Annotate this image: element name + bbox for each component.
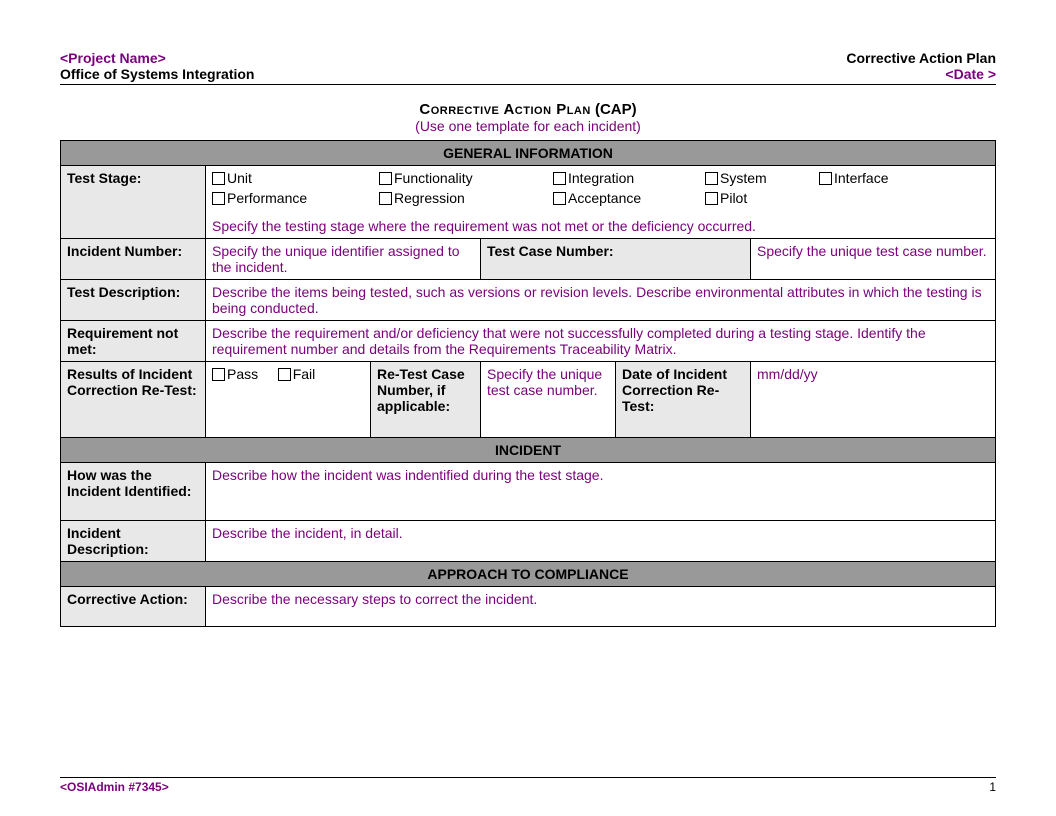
footer: <OSIAdmin #7345> 1 (60, 777, 996, 794)
page-number: 1 (989, 780, 996, 794)
title-suffix: (CAP) (591, 101, 637, 118)
guidance-incident-number: Specify the unique identifier assigned t… (206, 239, 481, 280)
cap-form-table: GENERAL INFORMATION Test Stage: Unit Fun… (60, 140, 996, 627)
pass-fail-cell: Pass Fail (206, 362, 371, 438)
guidance-retest-case-number: Specify the unique test case number. (481, 362, 616, 438)
label-requirement-not-met: Requirement not met: (61, 321, 206, 362)
guidance-corrective-action: Describe the necessary steps to correct … (206, 587, 996, 627)
opt-interface: Interface (834, 170, 888, 186)
footer-rule (60, 777, 996, 778)
guidance-requirement-not-met: Describe the requirement and/or deficien… (206, 321, 996, 362)
checkbox-integration[interactable] (553, 172, 566, 185)
opt-functionality: Functionality (394, 170, 473, 186)
guidance-test-stage: Specify the testing stage where the requ… (206, 214, 996, 239)
checkbox-functionality[interactable] (379, 172, 392, 185)
checkbox-unit[interactable] (212, 172, 225, 185)
plan-label: Corrective Action Plan (846, 50, 996, 66)
label-test-stage: Test Stage: (61, 166, 206, 239)
label-results-retest: Results of Incident Correction Re-Test: (61, 362, 206, 438)
date-placeholder: <Date > (846, 66, 996, 82)
footer-admin: <OSIAdmin #7345> (60, 780, 169, 794)
opt-pass: Pass (227, 366, 258, 382)
header-rule (60, 84, 996, 85)
label-test-description: Test Description: (61, 280, 206, 321)
opt-acceptance: Acceptance (568, 190, 641, 206)
main-title: Corrective Action Plan (CAP) (60, 101, 996, 118)
checkbox-fail[interactable] (278, 368, 291, 381)
section-approach: APPROACH TO COMPLIANCE (61, 562, 996, 587)
checkbox-pilot[interactable] (705, 192, 718, 205)
opt-unit: Unit (227, 170, 252, 186)
section-general-info: GENERAL INFORMATION (61, 141, 996, 166)
guidance-test-case-number: Specify the unique test case number. (751, 239, 996, 280)
project-name: <Project Name> (60, 50, 254, 66)
label-date-retest: Date of Incident Correction Re-Test: (616, 362, 751, 438)
guidance-date-retest: mm/dd/yy (751, 362, 996, 438)
label-test-case-number: Test Case Number: (481, 239, 751, 280)
label-how-identified: How was the Incident Identified: (61, 463, 206, 521)
opt-performance: Performance (227, 190, 307, 206)
opt-fail: Fail (293, 366, 316, 382)
label-retest-case-number: Re-Test Case Number, if applicable: (371, 362, 481, 438)
subtitle: (Use one template for each incident) (60, 118, 996, 134)
checkbox-interface[interactable] (819, 172, 832, 185)
guidance-how-identified: Describe how the incident was indentifie… (206, 463, 996, 521)
label-incident-description: Incident Description: (61, 521, 206, 562)
label-incident-number: Incident Number: (61, 239, 206, 280)
guidance-test-description: Describe the items being tested, such as… (206, 280, 996, 321)
test-stage-options-cell: Unit Functionality Integration System In… (206, 166, 996, 215)
guidance-incident-description: Describe the incident, in detail. (206, 521, 996, 562)
office-name: Office of Systems Integration (60, 66, 254, 82)
checkbox-regression[interactable] (379, 192, 392, 205)
checkbox-acceptance[interactable] (553, 192, 566, 205)
opt-pilot: Pilot (720, 190, 747, 206)
document-page: <Project Name> Office of Systems Integra… (0, 0, 1056, 816)
label-corrective-action: Corrective Action: (61, 587, 206, 627)
opt-integration: Integration (568, 170, 634, 186)
header: <Project Name> Office of Systems Integra… (60, 50, 996, 82)
opt-system: System (720, 170, 767, 186)
checkbox-system[interactable] (705, 172, 718, 185)
opt-regression: Regression (394, 190, 465, 206)
checkbox-performance[interactable] (212, 192, 225, 205)
title-caps: Corrective Action Plan (419, 101, 590, 118)
section-incident: INCIDENT (61, 438, 996, 463)
checkbox-pass[interactable] (212, 368, 225, 381)
